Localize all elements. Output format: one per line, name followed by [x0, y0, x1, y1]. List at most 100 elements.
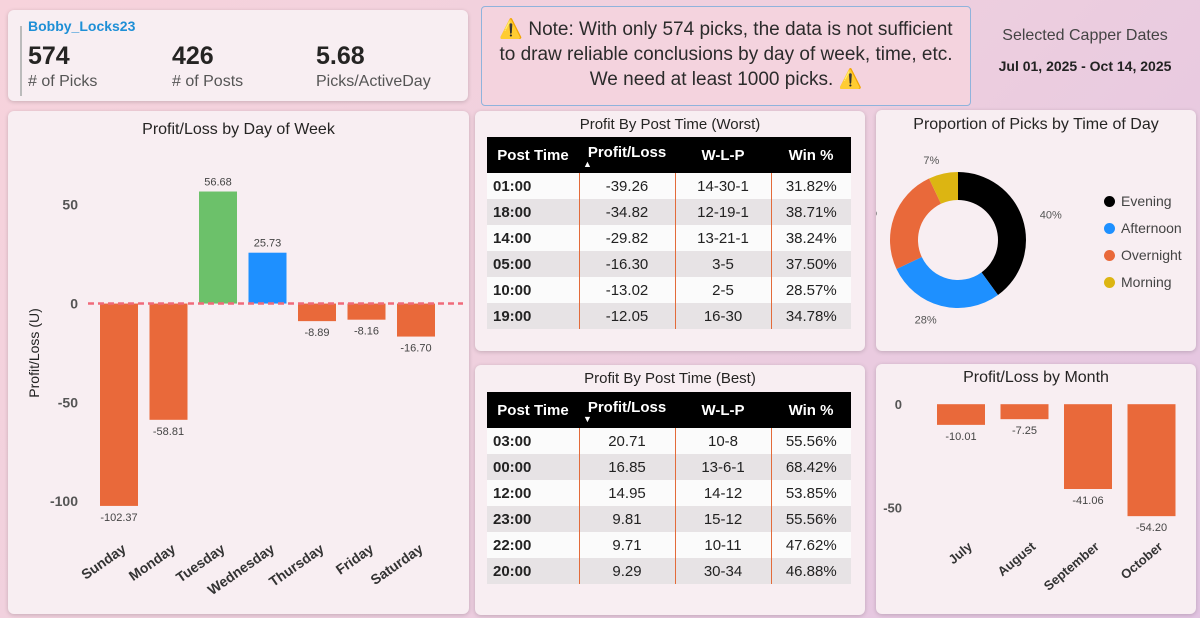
data-label: -10.01 — [945, 431, 976, 443]
data-label: -102.37 — [100, 512, 137, 524]
donut-slice — [896, 257, 998, 308]
win-pct-cell: 46.88% — [770, 558, 851, 584]
kpi-posts-label: # of Posts — [172, 73, 244, 90]
win-pct-cell: 28.57% — [770, 277, 851, 303]
post-time-cell: 03:00 — [487, 428, 579, 454]
table-row[interactable]: 10:00 -13.02 2-5 28.57% — [487, 277, 851, 303]
slice-label: 28% — [915, 314, 937, 326]
table-row[interactable]: 23:00 9.81 15-12 55.56% — [487, 506, 851, 532]
x-tick-label: Saturday — [367, 540, 425, 588]
note-text: Note: With only 574 picks, the data is n… — [499, 19, 953, 90]
kpi-picks-per-day-value: 5.68 — [316, 42, 365, 70]
x-tick-label: October — [1118, 539, 1166, 583]
kpi-posts-value: 426 — [172, 42, 214, 70]
data-label: 25.73 — [254, 238, 282, 250]
win-pct-cell: 55.56% — [770, 506, 851, 532]
day-of-week-chart: 50 0 -50 -100 Profit/Loss (U) -102.37 Sunday -5… — [26, 177, 463, 598]
post-time-cell: 12:00 — [487, 480, 579, 506]
y-tick-label: -50 — [883, 500, 902, 515]
kpi-card: Bobby_Locks23 574 # of Picks 426 # of Po… — [8, 10, 468, 101]
legend-label: Overnight — [1121, 247, 1182, 263]
post-time-cell: 19:00 — [487, 303, 579, 329]
table-row[interactable]: 20:00 9.29 30-34 46.88% — [487, 558, 851, 584]
table-header-row: Post Time Profit/Loss ▼ W-L-P Win % — [487, 392, 851, 428]
profit-loss-cell: 9.81 — [578, 506, 675, 532]
post-time-cell: 20:00 — [487, 558, 579, 584]
profit-loss-cell: -39.26 — [578, 173, 675, 199]
y-tick-label: -100 — [50, 493, 78, 509]
col-win-pct[interactable]: Win % — [771, 137, 851, 173]
sort-ascending-icon[interactable]: ▲ — [583, 158, 592, 169]
x-tick-label: Monday — [126, 540, 179, 584]
kpi-picks: 574 # of Picks — [28, 42, 97, 91]
y-tick-label: -50 — [58, 394, 78, 410]
col-profit-loss-label: Profit/Loss — [587, 398, 667, 416]
table-row[interactable]: 01:00 -39.26 14-30-1 31.82% — [487, 173, 851, 199]
table-row[interactable]: 14:00 -29.82 13-21-1 38.24% — [487, 225, 851, 251]
profit-loss-cell: 9.29 — [578, 558, 675, 584]
win-pct-cell: 38.24% — [770, 225, 851, 251]
capper-username[interactable]: Bobby_Locks23 — [28, 18, 136, 34]
time-of-day-chart-card: Proportion of Picks by Time of Day 40% 28… — [876, 110, 1196, 351]
table-row[interactable]: 00:00 16.85 13-6-1 68.42% — [487, 454, 851, 480]
win-pct-cell: 53.85% — [770, 480, 851, 506]
worst-post-time-table: Post Time Profit/Loss ▲ W-L-P Win % 01:0… — [487, 137, 851, 329]
wlp-cell: 13-21-1 — [674, 225, 771, 251]
x-tick-label: Sunday — [78, 540, 129, 582]
slice-label: 25% — [876, 207, 877, 219]
table-row[interactable]: 19:00 -12.05 16-30 34.78% — [487, 303, 851, 329]
dates-range[interactable]: Jul 01, 2025 - Oct 14, 2025 — [998, 58, 1172, 74]
table-row[interactable]: 03:00 20.71 10-8 55.56% — [487, 428, 851, 454]
win-pct-cell: 68.42% — [770, 454, 851, 480]
slice-label: 7% — [923, 155, 939, 167]
sort-descending-icon[interactable]: ▼ — [583, 413, 592, 424]
x-tick-label: September — [1041, 539, 1102, 594]
legend-item[interactable]: Overnight — [1104, 247, 1182, 263]
win-pct-cell: 38.71% — [770, 199, 851, 225]
table-row[interactable]: 05:00 -16.30 3-5 37.50% — [487, 251, 851, 277]
legend-item[interactable]: Morning — [1104, 274, 1172, 290]
profit-loss-cell: 16.85 — [578, 454, 675, 480]
col-post-time[interactable]: Post Time — [487, 392, 579, 428]
win-pct-cell: 37.50% — [770, 251, 851, 277]
table-row[interactable]: 12:00 14.95 14-12 53.85% — [487, 480, 851, 506]
col-win-pct[interactable]: Win % — [771, 392, 851, 428]
wlp-cell: 10-8 — [674, 428, 771, 454]
legend-swatch — [1104, 250, 1115, 261]
x-tick-label: Thursday — [266, 540, 327, 589]
post-time-cell: 10:00 — [487, 277, 579, 303]
col-wlp[interactable]: W-L-P — [675, 137, 771, 173]
profit-loss-cell: -29.82 — [578, 225, 675, 251]
data-label: 56.68 — [204, 177, 232, 189]
bar — [298, 303, 336, 322]
table-row[interactable]: 18:00 -34.82 12-19-1 38.71% — [487, 199, 851, 225]
time-of-day-donut-chart: 40% 28% 25% 7% — [876, 155, 1062, 326]
wlp-cell: 2-5 — [674, 277, 771, 303]
legend-item[interactable]: Afternoon — [1104, 220, 1182, 236]
month-chart-title: Profit/Loss by Month — [963, 369, 1109, 386]
bar — [397, 303, 435, 337]
wlp-cell: 10-11 — [674, 532, 771, 558]
post-time-cell: 05:00 — [487, 251, 579, 277]
col-post-time[interactable]: Post Time — [487, 137, 579, 173]
legend-item[interactable]: Evening — [1104, 193, 1172, 209]
kpi-picks-value: 574 — [28, 42, 70, 70]
table-row[interactable]: 22:00 9.71 10-11 47.62% — [487, 532, 851, 558]
data-label: -41.06 — [1072, 495, 1103, 507]
bar — [149, 303, 188, 420]
data-label: -7.25 — [1012, 425, 1037, 437]
profit-loss-cell: -34.82 — [578, 199, 675, 225]
kpi-picks-per-day-label: Picks/ActiveDay — [316, 73, 431, 90]
col-profit-loss[interactable]: Profit/Loss ▼ — [579, 392, 675, 428]
col-wlp[interactable]: W-L-P — [675, 392, 771, 428]
bar — [937, 404, 985, 425]
donut-slice — [929, 172, 958, 204]
y-tick-label: 0 — [70, 296, 78, 312]
bar — [199, 191, 237, 304]
col-profit-loss[interactable]: Profit/Loss ▲ — [579, 137, 675, 173]
y-tick-label: 50 — [62, 197, 78, 213]
kpi-posts: 426 # of Posts — [172, 42, 243, 91]
win-pct-cell: 31.82% — [770, 173, 851, 199]
bar — [1064, 404, 1112, 490]
bar — [1000, 404, 1049, 420]
